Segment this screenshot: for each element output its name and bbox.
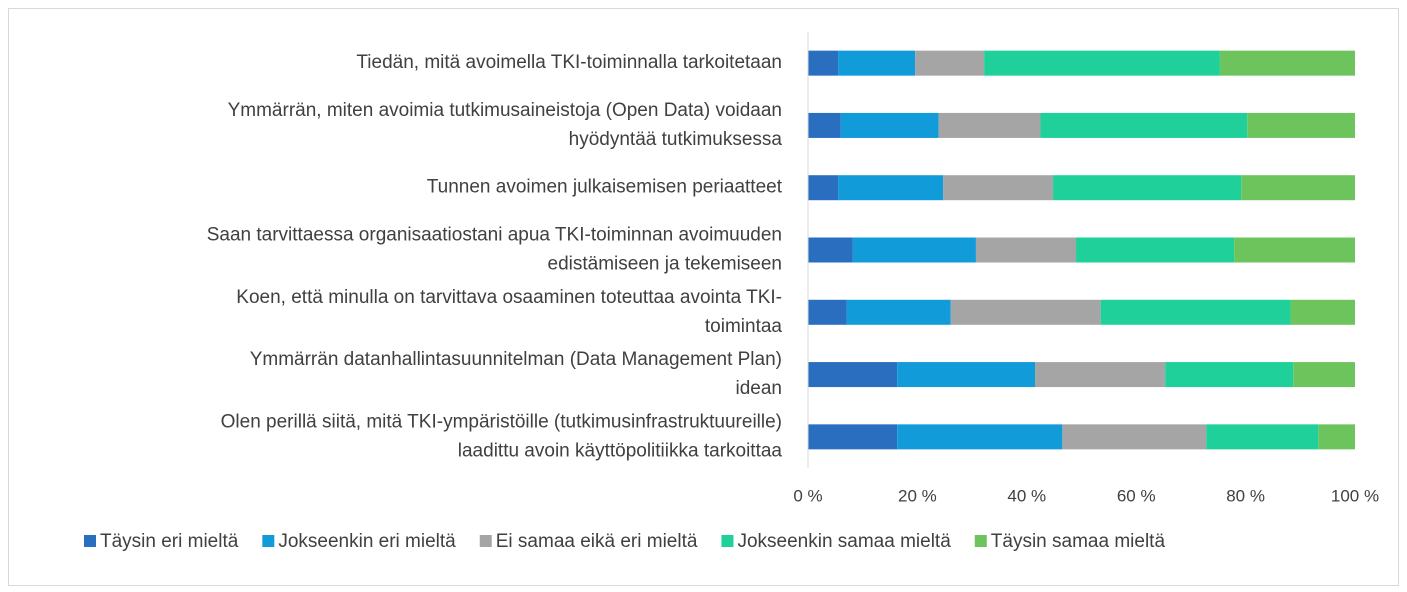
bar-segment <box>838 175 944 201</box>
bar-segment <box>897 424 1063 450</box>
x-tick-label: 60 % <box>1117 486 1156 505</box>
bar-segment <box>1076 237 1235 263</box>
bar-segment <box>808 424 898 450</box>
bar-segment <box>950 299 1101 325</box>
bar-segment <box>1234 237 1355 263</box>
legend-swatch <box>262 535 275 547</box>
bar-segment <box>1035 362 1166 388</box>
x-tick-label: 100 % <box>1331 486 1379 505</box>
legend-label: Ei samaa eikä eri mieltä <box>496 531 698 552</box>
legend-label: Täysin samaa mieltä <box>991 531 1166 552</box>
bar-segment <box>846 299 951 325</box>
bar-segment <box>1062 424 1207 450</box>
category-label: Tiedän, mitä avoimella TKI-toiminnalla t… <box>356 52 782 73</box>
bar-segment <box>1165 362 1294 388</box>
chart-frame <box>8 8 1399 586</box>
legend-label: Täysin eri mieltä <box>100 531 239 552</box>
bar-segment <box>808 112 841 138</box>
legend-swatch <box>479 535 492 547</box>
bar-segment <box>1206 424 1319 450</box>
category-label: hyödyntää tutkimuksessa <box>569 129 783 150</box>
legend-label: Jokseenkin eri mieltä <box>278 531 456 552</box>
bar-segment <box>808 237 853 263</box>
x-tick-label: 80 % <box>1226 486 1265 505</box>
category-label: Koen, että minulla on tarvittava osaamin… <box>236 287 782 308</box>
category-label: Olen perillä siitä, mitä TKI-ympäristöil… <box>221 411 782 432</box>
bar-segment <box>984 50 1220 76</box>
bar-segment <box>808 175 839 201</box>
category-label: edistämiseen ja tekemiseen <box>548 254 782 275</box>
category-label: laadittu avoin käyttöpolitiikka tarkoitt… <box>458 440 783 461</box>
x-tick-label: 0 % <box>793 486 822 505</box>
bar-segment <box>808 299 847 325</box>
legend-swatch <box>84 535 96 547</box>
bar-segment <box>943 175 1054 201</box>
bar-segment <box>1100 299 1291 325</box>
bar-segment <box>1040 112 1248 138</box>
bar-segment <box>808 50 839 76</box>
legend-swatch <box>974 535 987 547</box>
x-tick-label: 40 % <box>1007 486 1046 505</box>
bar-segment <box>897 362 1036 388</box>
bar-segment <box>1247 112 1355 138</box>
bar-segment <box>1293 362 1355 388</box>
bar-segment <box>808 362 898 388</box>
bar-segment <box>1241 175 1355 201</box>
bar-segment <box>975 237 1077 263</box>
bar-segment <box>840 112 939 138</box>
legend-swatch <box>721 535 734 547</box>
legend-label: Jokseenkin samaa mieltä <box>737 531 951 552</box>
category-label: Saan tarvittaessa organisaatiostani apua… <box>207 225 782 246</box>
bar-segment <box>852 237 976 263</box>
bar-segment <box>838 50 916 76</box>
bar-segment <box>1318 424 1355 450</box>
bar-segment <box>915 50 985 76</box>
bar-segment <box>1290 299 1355 325</box>
x-tick-label: 20 % <box>898 486 937 505</box>
bar-segment <box>1219 50 1355 76</box>
category-label: Ymmärrän, miten avoimia tutkimusaineisto… <box>228 100 782 121</box>
category-label: idean <box>736 378 783 399</box>
bar-segment <box>938 112 1041 138</box>
category-label: toimintaa <box>705 316 783 337</box>
bar-segment <box>1053 175 1242 201</box>
category-label: Ymmärrän datanhallintasuunnitelman (Data… <box>250 349 782 370</box>
category-label: Tunnen avoimen julkaisemisen periaatteet <box>427 177 783 198</box>
